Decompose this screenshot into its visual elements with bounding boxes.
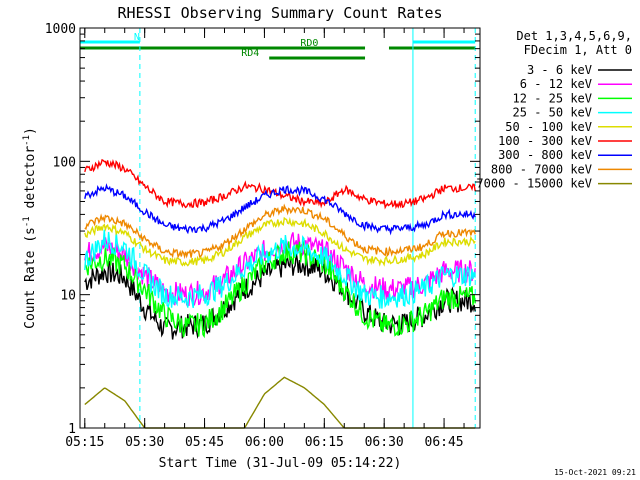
series-line	[84, 229, 476, 309]
legend-label: 12 - 25 keV	[513, 91, 592, 105]
legend-header-line: FDecim 1, Att 0	[524, 43, 632, 57]
x-tick-label: 05:30	[125, 435, 164, 450]
series-line	[84, 203, 476, 260]
series-line	[84, 158, 476, 210]
legend-label: 7000 - 15000 keV	[476, 177, 592, 191]
x-tick-label: 06:30	[365, 435, 404, 450]
legend-label: 800 - 7000 keV	[491, 162, 592, 176]
y-axis-label-sup: -1	[22, 135, 32, 146]
x-axis-label: Start Time (31-Jul-09 05:14:22)	[159, 456, 402, 471]
legend-label: 25 - 50 keV	[513, 106, 592, 120]
y-tick-label: 100	[53, 155, 76, 170]
y-axis-label-part: )	[23, 127, 38, 135]
x-tick-label: 06:15	[305, 435, 344, 450]
y-axis-label-part: detector	[23, 146, 38, 217]
y-tick-label: 10	[60, 289, 76, 304]
series-line	[84, 376, 476, 429]
legend-label: 300 - 800 keV	[498, 148, 592, 162]
x-tick-label: 05:15	[65, 435, 104, 450]
x-tick-label: 05:45	[185, 435, 224, 450]
legend-label: 50 - 100 keV	[505, 120, 592, 134]
series-line	[84, 183, 476, 236]
y-axis-label: Count Rate (s-1 detector-1)	[22, 127, 38, 329]
plot-frame	[79, 27, 481, 429]
x-tick-label: 06:00	[245, 435, 284, 450]
chart-title: RHESSI Observing Summary Count Rates	[117, 4, 442, 22]
legend-label: 6 - 12 keV	[520, 77, 592, 91]
vertical-markers	[79, 28, 476, 428]
legend: Det 1,3,4,5,6,9, FDecim 1, Att 0 3 - 6 k…	[476, 29, 632, 191]
series-line	[84, 216, 476, 267]
flag-label: RD0	[300, 38, 318, 49]
y-tick-label: 1	[68, 422, 76, 437]
flag-bars: N RD0 RD4	[80, 32, 476, 60]
series-line	[84, 252, 476, 340]
series-lines	[84, 158, 476, 429]
y-axis-ticks: 1 10 100 1000	[45, 22, 480, 437]
legend-label: 3 - 6 keV	[527, 63, 592, 77]
series-line	[84, 239, 476, 339]
x-tick-label: 06:45	[425, 435, 464, 450]
legend-header-line: Det 1,3,4,5,6,9,	[516, 29, 632, 43]
y-tick-label: 1000	[45, 22, 76, 37]
flag-label: RD4	[241, 48, 259, 59]
y-axis-label-sup: -1	[22, 216, 32, 227]
flag-label: N	[134, 32, 140, 43]
x-axis-ticks: 05:15 05:30 05:45 06:00 06:15 06:30 06:45	[65, 28, 465, 450]
y-axis-label-part: Count Rate (s	[23, 227, 38, 329]
legend-label: 100 - 300 keV	[498, 134, 592, 148]
footer-date: 15-Oct-2021 09:21	[554, 468, 636, 477]
